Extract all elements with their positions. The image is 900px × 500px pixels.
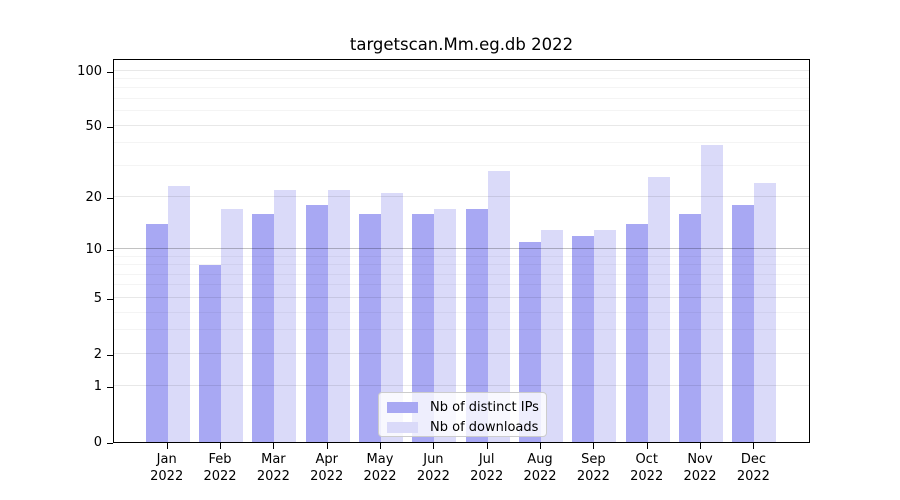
minor-gridline-7	[114, 273, 809, 275]
x-tick-sep	[593, 443, 595, 449]
x-tick-label-apr: Apr 2022	[310, 452, 344, 484]
y-tick-label-50: 50	[85, 118, 102, 134]
y-tick-5	[107, 298, 113, 300]
bar-downloads-feb	[221, 209, 244, 442]
bar-distinct-ips-sep	[572, 235, 595, 442]
x-tick-jan	[166, 443, 168, 449]
bar-distinct-ips-nov	[679, 214, 702, 442]
x-tick-mar	[273, 443, 275, 449]
legend: Nb of distinct IPs Nb of downloads	[378, 392, 547, 437]
gridline-50	[114, 124, 809, 126]
minor-gridline-40	[114, 142, 809, 144]
y-tick-label-2: 2	[93, 346, 102, 362]
y-tick-label-100: 100	[77, 63, 102, 79]
minor-gridline-90	[114, 77, 809, 79]
bar-downloads-dec	[754, 182, 777, 442]
x-tick-oct	[646, 443, 648, 449]
gridline-2	[114, 352, 809, 354]
gridline-5	[114, 296, 809, 298]
minor-gridline-3	[114, 329, 809, 331]
x-tick-label-nov: Nov 2022	[683, 452, 717, 484]
bar-downloads-apr	[327, 189, 350, 442]
x-tick-feb	[220, 443, 221, 449]
legend-item-distinct-ips: Nb of distinct IPs	[387, 398, 539, 416]
gridline-10	[114, 248, 809, 249]
bar-downloads-jun	[434, 209, 457, 442]
bar-distinct-ips-apr	[305, 205, 328, 442]
minor-gridline-8	[114, 264, 809, 266]
x-tick-jul	[486, 443, 488, 449]
y-tick-0	[107, 443, 113, 444]
y-tick-label-10: 10	[85, 242, 102, 257]
minor-gridline-70	[114, 97, 809, 99]
x-tick-label-mar: Mar 2022	[256, 452, 290, 484]
y-tick-label-5: 5	[93, 290, 102, 306]
plot-area	[113, 59, 810, 443]
y-tick-1	[107, 387, 113, 389]
legend-swatch-downloads-icon	[387, 421, 418, 433]
bar-downloads-jul	[487, 171, 510, 442]
y-tick-20	[107, 197, 113, 199]
bar-distinct-ips-feb	[199, 265, 222, 442]
x-tick-label-jul: Jul 2022	[470, 452, 504, 484]
y-tick-label-1: 1	[93, 379, 102, 395]
bar-downloads-mar	[274, 189, 297, 442]
x-tick-label-sep: Sep 2022	[576, 452, 610, 484]
bar-distinct-ips-jun	[412, 214, 435, 442]
bars-layer	[114, 60, 809, 442]
x-tick-label-dec: Dec 2022	[736, 452, 770, 484]
y-tick-label-0: 0	[93, 435, 102, 450]
gridline-100	[114, 69, 809, 71]
minor-gridline-6	[114, 284, 809, 286]
bar-distinct-ips-mar	[252, 214, 275, 442]
x-tick-aug	[540, 443, 541, 449]
y-tick-10	[107, 250, 113, 251]
x-tick-nov	[700, 443, 701, 449]
bar-distinct-ips-oct	[625, 224, 648, 442]
minor-gridline-9	[114, 255, 809, 257]
minor-gridline-60	[114, 110, 809, 112]
gridline-20	[114, 195, 809, 197]
x-tick-label-jan: Jan 2022	[150, 452, 184, 484]
x-tick-label-aug: Aug 2022	[523, 452, 557, 484]
bar-distinct-ips-may	[359, 214, 382, 442]
gridline-1	[114, 385, 809, 387]
bar-distinct-ips-dec	[732, 205, 755, 442]
minor-gridline-30	[114, 164, 809, 166]
legend-item-downloads: Nb of downloads	[387, 418, 538, 436]
x-tick-label-may: May 2022	[363, 452, 397, 484]
bar-downloads-sep	[594, 229, 617, 442]
y-tick-100	[107, 71, 113, 73]
chart-title: targetscan.Mm.eg.db 2022	[349, 35, 574, 54]
x-tick-apr	[326, 443, 328, 449]
x-tick-label-jun: Jun 2022	[416, 452, 450, 484]
bar-distinct-ips-jan	[145, 224, 168, 442]
bar-downloads-aug	[541, 229, 564, 442]
y-tick-2	[107, 354, 113, 356]
bar-downloads-jan	[167, 186, 190, 442]
y-tick-label-20: 20	[85, 189, 102, 205]
bar-downloads-may	[381, 193, 404, 442]
legend-label-distinct-ips: Nb of distinct IPs	[430, 399, 539, 415]
y-tick-50	[107, 126, 113, 128]
grid-layer	[114, 60, 809, 442]
x-tick-dec	[753, 443, 755, 449]
legend-label-downloads: Nb of downloads	[430, 419, 539, 435]
x-tick-may	[380, 443, 381, 449]
x-tick-jun	[433, 443, 435, 449]
bar-downloads-oct	[647, 176, 670, 442]
x-tick-label-feb: Feb 2022	[203, 452, 237, 484]
bar-downloads-nov	[701, 145, 724, 442]
minor-gridline-4	[114, 311, 809, 313]
legend-swatch-distinct-ips-icon	[387, 401, 418, 413]
bar-distinct-ips-jul	[465, 209, 488, 442]
x-tick-label-oct: Oct 2022	[630, 452, 664, 484]
minor-gridline-80	[114, 87, 809, 89]
